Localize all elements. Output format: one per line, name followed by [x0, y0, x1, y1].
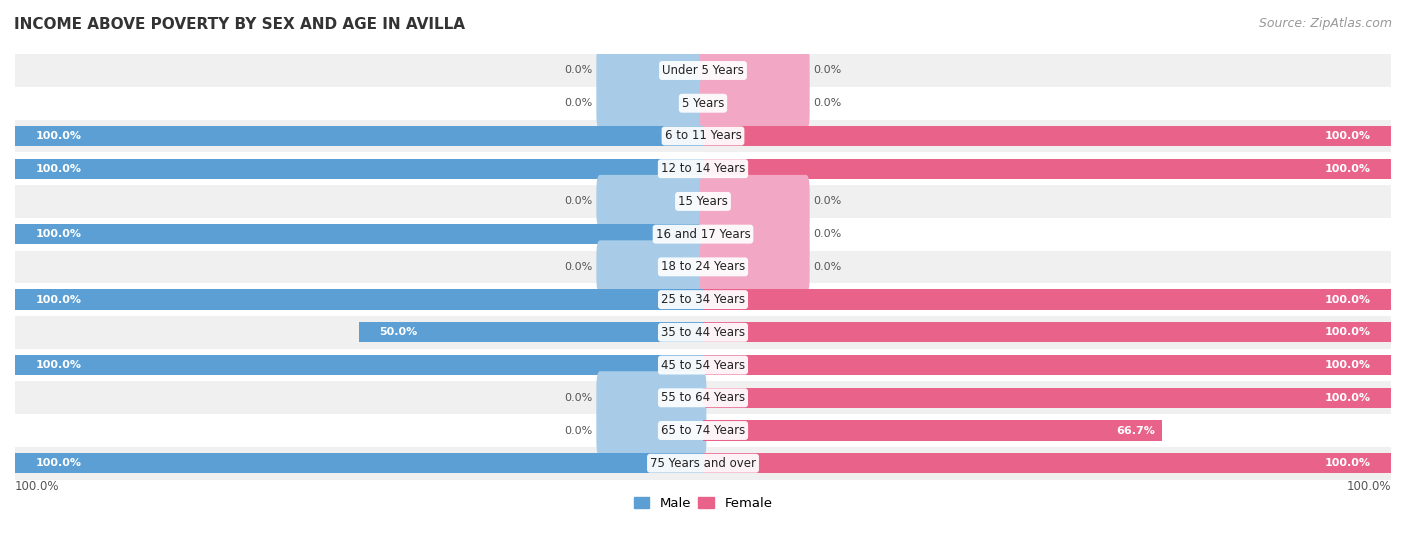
Legend: Male, Female: Male, Female: [628, 492, 778, 515]
Text: 0.0%: 0.0%: [813, 229, 841, 239]
Text: 5 Years: 5 Years: [682, 97, 724, 110]
Text: 100.0%: 100.0%: [35, 229, 82, 239]
Text: 100.0%: 100.0%: [1324, 131, 1371, 141]
FancyBboxPatch shape: [700, 44, 810, 97]
Text: 50.0%: 50.0%: [380, 328, 418, 337]
Text: 100.0%: 100.0%: [1324, 393, 1371, 403]
FancyBboxPatch shape: [700, 207, 810, 260]
Text: 0.0%: 0.0%: [565, 262, 593, 272]
Bar: [703, 126, 1391, 146]
Text: 100.0%: 100.0%: [15, 480, 59, 493]
Text: 55 to 64 Years: 55 to 64 Years: [661, 391, 745, 404]
Text: 15 Years: 15 Years: [678, 195, 728, 208]
Bar: [15, 414, 1391, 447]
Bar: [703, 290, 1391, 310]
Text: 75 Years and over: 75 Years and over: [650, 457, 756, 470]
Bar: [703, 387, 1391, 408]
Text: 0.0%: 0.0%: [565, 98, 593, 108]
Bar: [15, 126, 703, 146]
Text: 35 to 44 Years: 35 to 44 Years: [661, 326, 745, 339]
Bar: [703, 453, 1391, 473]
Text: 100.0%: 100.0%: [1324, 360, 1371, 370]
Text: 0.0%: 0.0%: [565, 425, 593, 435]
Bar: [15, 349, 1391, 381]
Text: 100.0%: 100.0%: [35, 458, 82, 468]
Bar: [15, 152, 1391, 185]
Text: 18 to 24 Years: 18 to 24 Years: [661, 260, 745, 273]
Text: 0.0%: 0.0%: [813, 98, 841, 108]
Text: 100.0%: 100.0%: [1324, 164, 1371, 174]
Text: 100.0%: 100.0%: [1324, 458, 1371, 468]
Text: 100.0%: 100.0%: [1324, 328, 1371, 337]
Bar: [703, 355, 1391, 375]
Text: Source: ZipAtlas.com: Source: ZipAtlas.com: [1258, 17, 1392, 30]
Bar: [15, 185, 1391, 218]
FancyBboxPatch shape: [596, 77, 706, 130]
Text: 65 to 74 Years: 65 to 74 Years: [661, 424, 745, 437]
Bar: [15, 250, 1391, 283]
Bar: [15, 159, 703, 179]
Text: 0.0%: 0.0%: [565, 393, 593, 403]
FancyBboxPatch shape: [700, 77, 810, 130]
Bar: [15, 54, 1391, 87]
Bar: [15, 316, 1391, 349]
Text: 100.0%: 100.0%: [35, 131, 82, 141]
FancyBboxPatch shape: [596, 371, 706, 424]
Text: 100.0%: 100.0%: [1324, 295, 1371, 305]
FancyBboxPatch shape: [596, 240, 706, 293]
Text: 45 to 54 Years: 45 to 54 Years: [661, 358, 745, 372]
Bar: [15, 224, 703, 244]
Bar: [15, 218, 1391, 250]
Text: 0.0%: 0.0%: [813, 196, 841, 206]
Bar: [15, 355, 703, 375]
FancyBboxPatch shape: [596, 44, 706, 97]
Bar: [15, 283, 1391, 316]
Text: 66.7%: 66.7%: [1116, 425, 1154, 435]
Bar: [15, 447, 1391, 480]
Bar: [15, 290, 703, 310]
Text: 25 to 34 Years: 25 to 34 Years: [661, 293, 745, 306]
Text: 12 to 14 Years: 12 to 14 Years: [661, 162, 745, 175]
FancyBboxPatch shape: [700, 240, 810, 293]
Text: 0.0%: 0.0%: [813, 65, 841, 75]
Text: 100.0%: 100.0%: [35, 360, 82, 370]
Text: 100.0%: 100.0%: [35, 164, 82, 174]
FancyBboxPatch shape: [700, 175, 810, 228]
FancyBboxPatch shape: [596, 175, 706, 228]
Text: 16 and 17 Years: 16 and 17 Years: [655, 228, 751, 240]
Text: Under 5 Years: Under 5 Years: [662, 64, 744, 77]
Text: INCOME ABOVE POVERTY BY SEX AND AGE IN AVILLA: INCOME ABOVE POVERTY BY SEX AND AGE IN A…: [14, 17, 465, 32]
FancyBboxPatch shape: [596, 404, 706, 457]
Text: 0.0%: 0.0%: [565, 196, 593, 206]
Bar: [703, 420, 1161, 440]
Bar: [703, 159, 1391, 179]
Text: 100.0%: 100.0%: [1347, 480, 1391, 493]
Bar: [359, 322, 703, 343]
Bar: [15, 87, 1391, 120]
Text: 100.0%: 100.0%: [35, 295, 82, 305]
Text: 0.0%: 0.0%: [813, 262, 841, 272]
Bar: [15, 381, 1391, 414]
Bar: [15, 453, 703, 473]
Text: 6 to 11 Years: 6 to 11 Years: [665, 130, 741, 143]
Bar: [15, 120, 1391, 152]
Bar: [703, 322, 1391, 343]
Text: 0.0%: 0.0%: [565, 65, 593, 75]
